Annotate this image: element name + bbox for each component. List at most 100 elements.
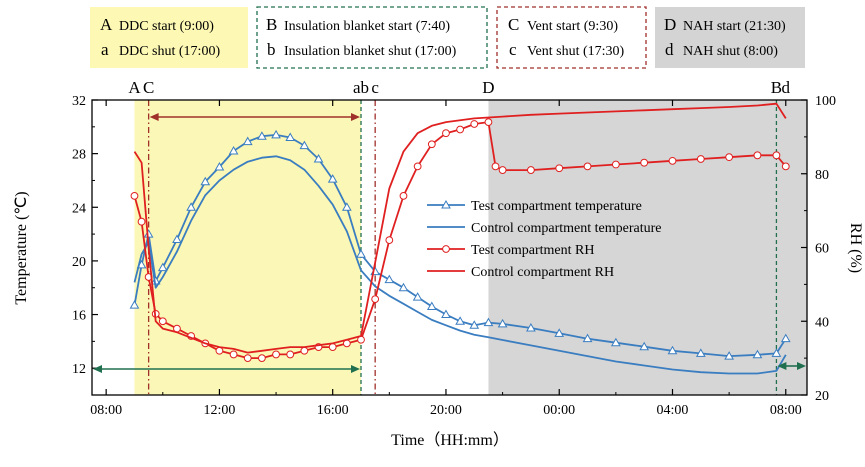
legend-box-insulation-upper-letter: B	[266, 15, 277, 34]
series-point	[583, 162, 592, 171]
series-point	[157, 262, 168, 272]
insulation-period-arrow-head-right	[351, 365, 361, 373]
event-label: d	[782, 78, 791, 97]
series-point	[611, 160, 620, 169]
series-point	[771, 348, 782, 357]
y-right-tick-label: 80	[815, 168, 829, 183]
series-point	[299, 140, 310, 150]
series-point	[527, 166, 535, 174]
y-axis-right-title: RH (%)	[847, 223, 864, 273]
x-tick-label: 20:00	[430, 403, 462, 418]
series-point	[639, 341, 650, 351]
series-point	[696, 155, 705, 163]
series-point	[491, 162, 500, 171]
legend-label: Test compartment temperature	[471, 199, 642, 214]
series-point	[725, 153, 734, 162]
series-point	[610, 337, 621, 347]
series-line	[133, 102, 787, 354]
legend-box-ddc-upper-letter: A	[100, 15, 113, 34]
event-label: C	[143, 78, 154, 97]
series-point	[399, 191, 408, 200]
tick-labels: 08:00 12:00 16:00 20:00 00:00 04:00 08:00 12 16 2…	[72, 94, 836, 418]
series-point	[228, 145, 239, 155]
series-point	[781, 162, 790, 171]
x-tick-label: 16:00	[317, 403, 349, 418]
series-point	[582, 333, 593, 343]
series-point	[158, 317, 167, 326]
legend-label: Test compartment RH	[471, 243, 594, 258]
series-point	[483, 317, 494, 327]
vent-period-arrow-head-right	[351, 113, 361, 121]
series-point	[412, 292, 423, 301]
plot-frame	[91, 99, 808, 396]
series-point	[130, 191, 139, 200]
series-point	[285, 132, 296, 142]
y-left-tick-label: 16	[72, 309, 86, 324]
legend-box-insulation-lower-letter: b	[267, 40, 276, 59]
series-point	[668, 156, 677, 165]
legend-marker	[441, 199, 451, 209]
series-point	[667, 345, 678, 355]
series-point	[724, 351, 734, 360]
series-point	[200, 176, 211, 186]
series-point	[271, 129, 281, 139]
series-point	[186, 202, 196, 211]
legend-box-nah-lower-text: NAH shut (8:00)	[683, 44, 778, 59]
x-tick-label: 04:00	[657, 403, 689, 418]
x-tick-label: 00:00	[543, 403, 575, 418]
series-point	[427, 140, 436, 149]
series-point	[229, 350, 238, 359]
legend-box-insulation-upper-text: Insulation blanket start (7:40)	[284, 19, 450, 34]
series-point	[327, 174, 338, 183]
series-point	[243, 354, 252, 363]
x-axis-title: Time（HH:mm）	[391, 431, 509, 449]
series-point	[328, 343, 337, 351]
insulation-period-arrow-head-left	[93, 365, 102, 373]
series-point	[172, 234, 182, 243]
series-point	[341, 202, 352, 211]
event-lines	[147, 100, 778, 395]
series-point	[371, 295, 380, 304]
insulation-start-arrow-head-right	[797, 362, 806, 370]
series-line	[133, 155, 787, 375]
series-point	[242, 136, 253, 146]
event-label: A	[128, 78, 141, 97]
series-point	[780, 333, 791, 343]
series-point	[300, 346, 309, 355]
event-label: ab	[353, 78, 369, 97]
legend-box-nah-lower-letter: d	[665, 40, 674, 59]
event-label: B	[771, 78, 782, 97]
series-point	[498, 166, 507, 174]
y-left-tick-label: 32	[72, 94, 86, 109]
y-axis-left-title: Temperature (℃)	[13, 191, 30, 304]
series-point	[456, 125, 465, 134]
series-point	[356, 249, 366, 258]
y-left-tick-label: 20	[72, 255, 86, 270]
series-point	[695, 348, 706, 357]
series-point	[442, 129, 450, 138]
series-point	[214, 162, 225, 171]
y-right-tick-label: 40	[815, 315, 829, 330]
series-point	[752, 349, 763, 359]
series-legend: Test compartment temperature Control comp…	[427, 199, 662, 280]
legend-box-vent-upper-letter: C	[508, 15, 519, 34]
series-point	[385, 236, 394, 245]
series-point	[526, 322, 536, 332]
series-point	[398, 282, 409, 292]
legend-box-nah-upper-text: NAH start (21:30)	[683, 19, 786, 34]
vent-period-arrow-head-left	[149, 113, 159, 121]
series-point	[257, 131, 267, 140]
legend-box-ddc-lower-letter: a	[101, 40, 109, 59]
series-point	[258, 354, 266, 363]
event-legend-boxes: A DDC start (9:00) a DDC shut (17:00) B …	[90, 6, 805, 69]
y-right-tick-label: 20	[815, 389, 829, 404]
series-point	[455, 316, 465, 325]
legend-box-vent-lower-letter: c	[509, 40, 517, 59]
legend-box-vent: C Vent start (9:30) c Vent shut (17:30)	[496, 6, 647, 69]
legend-box-ddc-lower-text: DDC shut (17:00)	[119, 44, 220, 59]
legend-box-insulation: B Insulation blanket start (7:40) b Insu…	[256, 6, 488, 69]
y-right-tick-label: 60	[815, 242, 829, 257]
